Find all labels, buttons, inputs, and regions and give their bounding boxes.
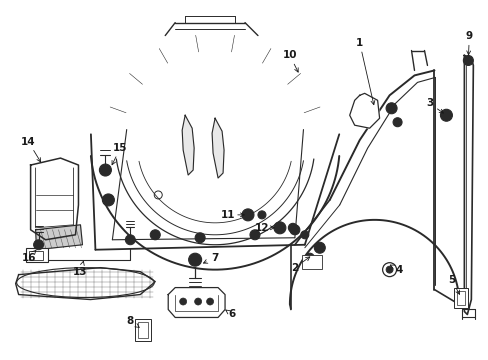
Circle shape — [273, 222, 285, 234]
Circle shape — [242, 209, 253, 221]
Circle shape — [386, 103, 396, 114]
Text: 11: 11 — [221, 210, 235, 220]
Polygon shape — [464, 55, 472, 315]
Circle shape — [206, 298, 213, 305]
Circle shape — [289, 225, 299, 235]
Circle shape — [305, 253, 314, 262]
Circle shape — [316, 245, 322, 251]
Circle shape — [260, 213, 264, 217]
Circle shape — [276, 225, 283, 231]
Text: 14: 14 — [21, 137, 36, 147]
Bar — [135, 319, 151, 341]
Text: 10: 10 — [282, 50, 297, 60]
Circle shape — [194, 298, 201, 305]
Polygon shape — [31, 158, 78, 240]
Circle shape — [292, 227, 297, 232]
Text: 5: 5 — [447, 275, 454, 285]
Text: 9: 9 — [465, 31, 472, 41]
Circle shape — [392, 118, 401, 127]
Circle shape — [127, 237, 133, 242]
Circle shape — [152, 232, 158, 237]
Text: 7: 7 — [211, 253, 218, 263]
Circle shape — [36, 242, 41, 247]
Bar — [29, 251, 42, 260]
Text: 13: 13 — [73, 267, 87, 276]
Text: 3: 3 — [425, 98, 432, 108]
Circle shape — [388, 105, 393, 111]
Text: 16: 16 — [21, 253, 36, 263]
Text: 12: 12 — [254, 223, 269, 233]
Circle shape — [179, 298, 186, 305]
Circle shape — [386, 266, 392, 273]
Bar — [25, 248, 47, 262]
Circle shape — [244, 212, 250, 218]
Text: 8: 8 — [126, 316, 134, 327]
Text: 15: 15 — [113, 143, 127, 153]
Bar — [456, 291, 465, 305]
Circle shape — [300, 231, 308, 239]
Bar — [453, 288, 468, 307]
Circle shape — [102, 167, 108, 173]
Text: 2: 2 — [291, 263, 298, 273]
Circle shape — [195, 233, 204, 243]
Circle shape — [463, 55, 472, 66]
Polygon shape — [36, 225, 82, 250]
Circle shape — [290, 226, 294, 230]
Polygon shape — [212, 118, 224, 178]
Polygon shape — [349, 93, 379, 128]
Circle shape — [302, 233, 306, 237]
Circle shape — [440, 109, 451, 121]
Circle shape — [125, 235, 135, 245]
Circle shape — [34, 240, 43, 250]
Circle shape — [249, 230, 260, 240]
Text: 6: 6 — [228, 310, 235, 319]
Circle shape — [191, 256, 198, 263]
Circle shape — [102, 194, 114, 206]
Circle shape — [99, 164, 111, 176]
Circle shape — [197, 235, 202, 240]
Circle shape — [394, 120, 399, 125]
Circle shape — [252, 232, 257, 237]
Circle shape — [288, 223, 297, 232]
Circle shape — [150, 230, 160, 240]
Circle shape — [258, 211, 265, 219]
Circle shape — [105, 197, 111, 203]
Circle shape — [307, 256, 311, 260]
Polygon shape — [16, 268, 155, 300]
Circle shape — [314, 242, 325, 253]
Text: 1: 1 — [355, 37, 363, 48]
Polygon shape — [182, 115, 194, 175]
Polygon shape — [168, 288, 224, 318]
Text: 4: 4 — [395, 265, 403, 275]
Circle shape — [188, 253, 201, 266]
Circle shape — [443, 112, 448, 118]
Bar — [138, 323, 148, 338]
Bar — [301, 255, 321, 269]
